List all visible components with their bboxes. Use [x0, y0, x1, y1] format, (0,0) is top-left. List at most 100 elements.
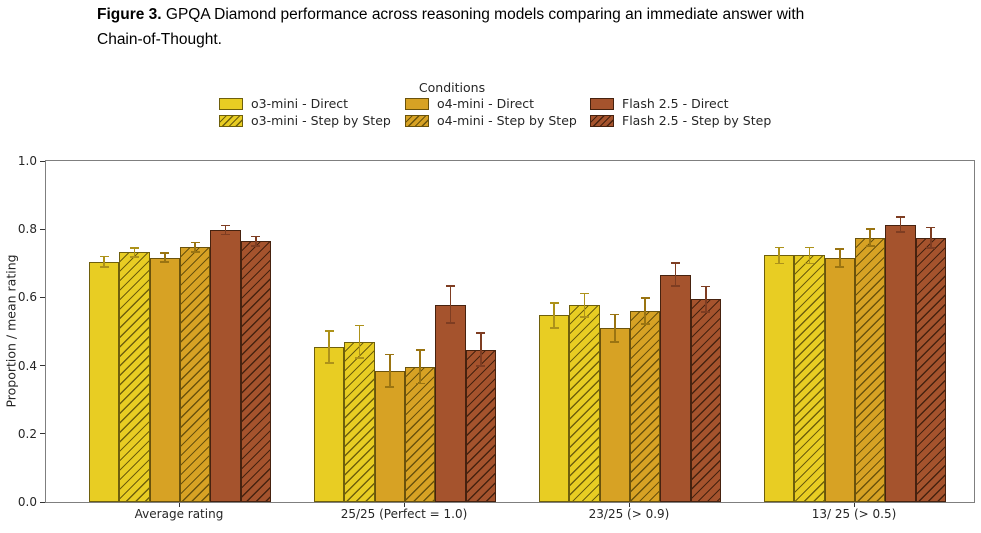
figure-caption: Figure 3. GPQA Diamond performance acros… — [97, 3, 845, 52]
error-bar-cap — [549, 302, 559, 304]
y-tick-mark — [40, 501, 45, 503]
error-bar-cap — [220, 233, 230, 236]
legend-item-label: Flash 2.5 - Direct — [622, 96, 729, 111]
legend-item: Flash 2.5 - Direct — [590, 95, 771, 112]
error-bar-cap — [865, 245, 875, 248]
legend-item: o3-mini - Step by Step — [219, 112, 405, 129]
bar — [539, 315, 570, 502]
error-bar-cap — [445, 322, 455, 324]
error-bar — [449, 286, 452, 323]
error-bar-cap — [415, 382, 425, 385]
error-bar — [869, 229, 871, 247]
error-bar — [255, 236, 257, 247]
error-bar — [899, 217, 902, 233]
y-tick-label: 0.6 — [17, 290, 37, 305]
figure-caption-label: Figure 3. — [97, 6, 162, 23]
error-bar-cap — [895, 231, 905, 234]
y-tick-label: 0.2 — [17, 426, 37, 441]
y-tick-label: 0.4 — [17, 358, 37, 373]
bar — [599, 328, 630, 502]
x-tick-label: Average rating — [134, 507, 224, 521]
error-bar-cap — [385, 386, 395, 388]
y-tick-label: 0.0 — [17, 495, 37, 509]
error-bar-cap — [804, 262, 814, 265]
legend-swatch — [590, 114, 614, 127]
error-bar — [839, 248, 841, 267]
error-bar-cap — [445, 285, 455, 287]
x-tick-label: 25/25 (Perfect = 1.0) — [340, 507, 468, 521]
bar — [240, 241, 271, 502]
error-bar-cap — [190, 251, 200, 253]
error-bar — [389, 354, 391, 388]
error-bar-cap — [354, 324, 364, 327]
error-bar-cap — [610, 313, 620, 316]
error-bar — [674, 262, 677, 287]
bar — [89, 261, 120, 502]
legend-item-label: o3-mini - Direct — [251, 96, 349, 111]
bar — [465, 349, 496, 502]
legend-item: o3-mini - Direct — [219, 95, 405, 112]
error-bar — [133, 247, 136, 257]
legend-swatch — [405, 114, 429, 127]
error-bar-cap — [640, 323, 650, 325]
bar — [149, 257, 180, 502]
bar — [854, 237, 886, 502]
error-bar-cap — [579, 316, 589, 318]
bar — [824, 257, 855, 502]
bar — [794, 255, 825, 502]
error-bar — [930, 227, 932, 248]
y-axis-label: Proportion / mean rating — [3, 254, 19, 408]
error-bar — [644, 298, 646, 324]
error-bar-cap — [220, 224, 230, 227]
bar — [690, 299, 721, 502]
bar — [629, 311, 661, 502]
legend-swatch — [219, 97, 243, 110]
error-bar — [480, 332, 482, 367]
y-tick-mark — [40, 160, 45, 162]
x-tick-label: 13/ 25 (> 0.5) — [811, 507, 897, 521]
error-bar — [778, 247, 780, 264]
legend-item-label: o4-mini - Direct — [437, 96, 535, 111]
error-bar — [328, 330, 330, 363]
error-bar — [808, 247, 811, 264]
bar — [660, 274, 691, 502]
error-bar-cap — [476, 365, 486, 368]
legend-swatch — [219, 114, 243, 127]
error-bar — [583, 293, 586, 318]
x-tick-label: 23/25 (> 0.9) — [588, 507, 670, 521]
error-bar — [103, 256, 105, 267]
bar — [885, 224, 916, 502]
legend-column: o3-mini - Direct o3-mini - Step by Step — [219, 95, 405, 129]
error-bar-cap — [579, 292, 589, 295]
error-bar-cap — [926, 247, 936, 249]
error-bar-cap — [190, 241, 200, 244]
error-bar — [224, 225, 227, 235]
x-tick-mark — [179, 503, 180, 507]
error-bar-cap — [129, 247, 139, 249]
bar — [344, 341, 375, 502]
error-bar-cap — [476, 332, 486, 334]
error-bar-cap — [865, 228, 875, 230]
error-bar-cap — [701, 285, 711, 288]
x-tick-mark — [404, 503, 405, 507]
figure-caption-text: GPQA Diamond performance across reasonin… — [97, 6, 805, 48]
error-bar-cap — [251, 235, 261, 238]
error-bar-cap — [835, 248, 845, 250]
error-bar — [358, 325, 361, 359]
x-tick-mark — [629, 503, 630, 507]
error-bar-cap — [804, 246, 814, 249]
plot-area — [45, 160, 975, 503]
legend-item-label: o4-mini - Step by Step — [437, 113, 577, 128]
error-bar-cap — [926, 226, 936, 229]
error-bar-cap — [129, 256, 139, 258]
y-tick-mark — [40, 365, 45, 367]
error-bar — [614, 314, 616, 342]
legend-item: Flash 2.5 - Step by Step — [590, 112, 771, 129]
error-bar-cap — [670, 262, 680, 264]
error-bar-cap — [895, 216, 905, 219]
legend-column: Flash 2.5 - Direct Flash 2.5 - Step by St… — [590, 95, 771, 129]
error-bar-cap — [415, 349, 425, 351]
error-bar-cap — [251, 245, 261, 248]
legend-swatch — [405, 97, 429, 110]
